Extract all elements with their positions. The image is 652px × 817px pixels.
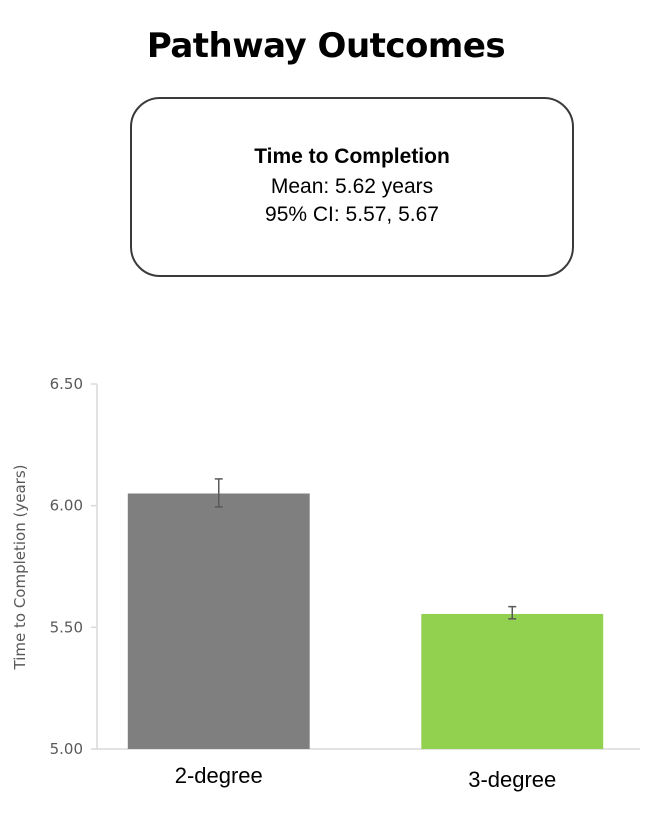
category-label-2-degree: 2-degree [175, 763, 263, 788]
error-bars [214, 478, 517, 620]
y-tick-label: 5.00 [50, 740, 83, 758]
summary-box: Time to Completion Mean: 5.62 years 95% … [130, 97, 574, 277]
category-labels: 2-degree 3-degree [175, 763, 557, 792]
y-axis: 5.00 5.50 6.00 6.50 [50, 375, 98, 758]
y-axis-title: Time to Completion (years) [11, 465, 29, 671]
summary-mean: Mean: 5.62 years [270, 175, 434, 198]
summary-ci: 95% CI: 5.57, 5.67 [265, 203, 439, 226]
y-tick-label: 5.50 [50, 618, 83, 636]
error-bar-3-degree [508, 605, 517, 620]
bar-3-degree [421, 613, 604, 749]
category-label-3-degree: 3-degree [468, 767, 556, 792]
error-bar-2-degree [214, 478, 223, 508]
bars [127, 493, 604, 749]
summary-heading: Time to Completion [254, 145, 450, 168]
bar-2-degree [127, 493, 310, 749]
y-tick-label: 6.50 [50, 375, 83, 393]
y-tick-label: 6.00 [50, 497, 83, 515]
page-title: Pathway Outcomes [146, 26, 506, 66]
